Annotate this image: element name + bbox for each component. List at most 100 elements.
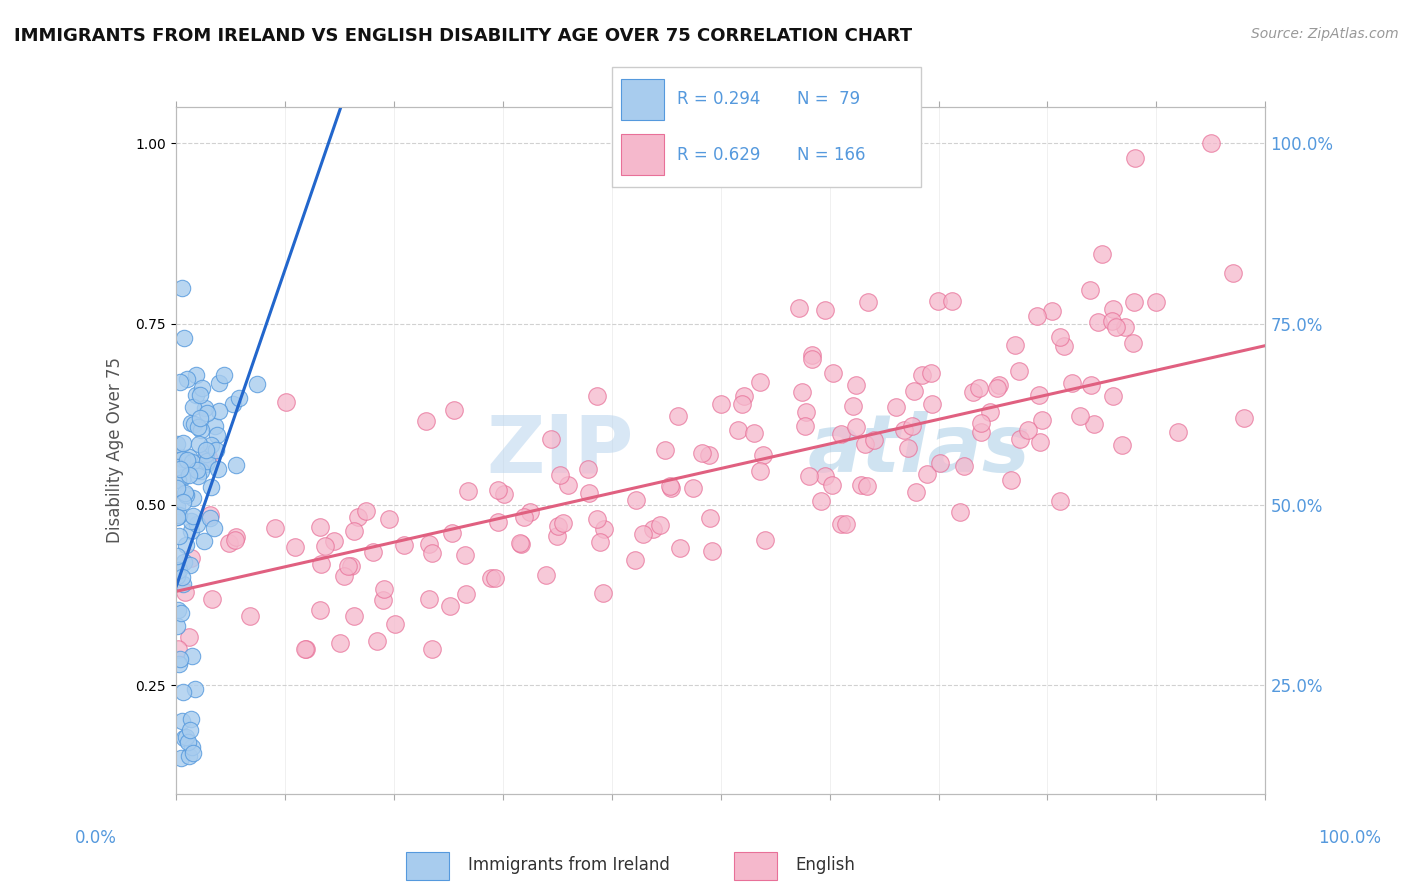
Point xyxy=(510,537,533,551)
FancyBboxPatch shape xyxy=(612,67,921,187)
Point xyxy=(166,509,188,524)
Point xyxy=(187,469,209,483)
Point xyxy=(921,397,943,411)
Point xyxy=(1167,425,1189,440)
Point xyxy=(1087,315,1109,329)
Point xyxy=(169,652,191,666)
Point xyxy=(1000,473,1022,487)
Point xyxy=(173,331,195,345)
Point xyxy=(294,642,316,657)
Point xyxy=(177,748,200,763)
Point xyxy=(218,536,240,550)
Point xyxy=(578,485,600,500)
Bar xyxy=(734,852,778,880)
Point xyxy=(170,570,193,584)
Point xyxy=(309,603,332,617)
Point xyxy=(548,468,571,483)
Point xyxy=(821,477,844,491)
Point xyxy=(592,586,614,600)
Point xyxy=(276,394,298,409)
Point xyxy=(336,558,359,573)
Point xyxy=(585,389,607,403)
Point xyxy=(166,473,188,487)
Point xyxy=(167,603,190,617)
Point xyxy=(893,423,915,437)
Point xyxy=(225,458,247,472)
Point xyxy=(166,459,188,474)
Point xyxy=(167,529,190,543)
Point xyxy=(749,465,772,479)
Point xyxy=(166,549,188,563)
Point xyxy=(322,534,344,549)
Point xyxy=(208,376,231,390)
Text: Source: ZipAtlas.com: Source: ZipAtlas.com xyxy=(1251,27,1399,41)
Text: English: English xyxy=(796,856,856,874)
Point xyxy=(1122,335,1144,350)
Point xyxy=(1101,314,1123,328)
Point xyxy=(835,517,858,532)
Text: IMMIGRANTS FROM IRELAND VS ENGLISH DISABILITY AGE OVER 75 CORRELATION CHART: IMMIGRANTS FROM IRELAND VS ENGLISH DISAB… xyxy=(14,27,912,45)
Point xyxy=(886,400,908,414)
Point xyxy=(849,478,872,492)
Point xyxy=(340,558,363,573)
Point xyxy=(172,495,194,509)
Point xyxy=(184,681,207,696)
Point xyxy=(1102,389,1125,403)
Point xyxy=(949,505,972,519)
Point xyxy=(180,416,202,430)
Point xyxy=(193,534,215,549)
Point xyxy=(519,506,541,520)
Point xyxy=(180,712,202,726)
Point xyxy=(343,609,366,624)
Point xyxy=(204,418,226,433)
Point xyxy=(454,587,477,601)
Point xyxy=(172,576,194,591)
Point xyxy=(263,521,285,535)
Point xyxy=(173,731,195,745)
Point xyxy=(228,392,250,406)
Point xyxy=(727,423,749,437)
Point xyxy=(576,462,599,476)
Point xyxy=(239,608,262,623)
Point xyxy=(1029,434,1052,449)
Point xyxy=(970,416,993,430)
Text: R = 0.629: R = 0.629 xyxy=(676,145,759,164)
Point xyxy=(170,750,193,764)
Point xyxy=(420,545,443,559)
Point xyxy=(962,385,984,400)
Point xyxy=(418,592,440,607)
Point xyxy=(309,520,332,534)
Point xyxy=(534,567,557,582)
Point xyxy=(666,409,689,424)
Point xyxy=(702,544,724,558)
Point xyxy=(181,455,204,469)
Point xyxy=(929,456,952,470)
Point xyxy=(190,423,212,437)
Point xyxy=(697,448,720,462)
Point xyxy=(690,446,713,460)
Point xyxy=(181,508,204,523)
Text: atlas: atlas xyxy=(807,411,1031,490)
Point xyxy=(190,388,212,402)
Point xyxy=(440,525,463,540)
Point xyxy=(200,438,222,452)
Point xyxy=(1199,136,1222,151)
Text: N =  79: N = 79 xyxy=(797,90,860,109)
Point xyxy=(486,483,509,497)
Point xyxy=(172,281,194,295)
Point xyxy=(659,479,682,493)
Point xyxy=(184,368,207,382)
Y-axis label: Disability Age Over 75: Disability Age Over 75 xyxy=(107,358,124,543)
Point xyxy=(1049,329,1071,343)
Point xyxy=(800,352,823,367)
Point xyxy=(173,585,195,599)
Point xyxy=(225,530,247,544)
Point xyxy=(1104,320,1126,334)
Point xyxy=(1222,266,1244,280)
Point xyxy=(1091,247,1114,261)
Point xyxy=(214,368,236,382)
Point xyxy=(1049,494,1071,508)
Point xyxy=(177,450,200,465)
Point xyxy=(176,538,198,552)
Point xyxy=(810,494,832,508)
